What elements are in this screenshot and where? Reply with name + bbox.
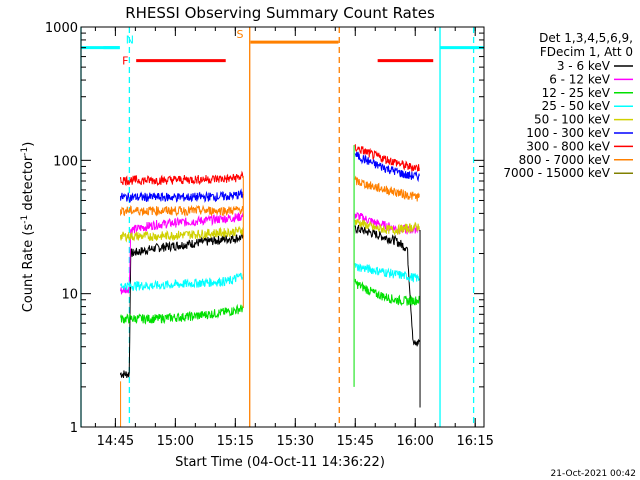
x-axis-ticks: 14:45 15:00 15:15 15:30 15:45 16:00 16:15	[94, 27, 494, 449]
series-line-6-0	[120, 170, 244, 187]
legend-label: 100 - 300 keV	[526, 126, 610, 140]
y-tick-label: 100	[53, 154, 78, 169]
series-line-6-1	[354, 144, 420, 172]
y-axis-ticks: 1 10 100 1000	[45, 21, 484, 436]
x-tick-label: 16:00	[396, 434, 433, 449]
series-line-7-1	[354, 175, 420, 202]
x-tick-label: 15:00	[157, 434, 194, 449]
legend-label: 50 - 100 keV	[534, 113, 611, 127]
x-tick-label: 16:15	[456, 434, 493, 449]
legend-label: 3 - 6 keV	[557, 59, 611, 73]
segment-label: S	[237, 28, 244, 41]
series-line-5-1	[354, 151, 420, 183]
y-tick-label: 10	[61, 288, 78, 303]
legend-label: 12 - 25 keV	[542, 86, 611, 100]
series-line-3-1	[354, 263, 420, 283]
segment-label: N	[126, 34, 134, 47]
x-tick-label: 15:45	[337, 434, 374, 449]
x-tick-label: 15:15	[217, 434, 254, 449]
legend: Det 1,3,4,5,6,9, FDecim 1, Att 0 3 - 6 k…	[503, 31, 633, 180]
series-line-7-0	[120, 204, 244, 218]
y-axis-label-mid: detector	[21, 155, 36, 215]
plot-frame	[80, 26, 485, 428]
chart-title: RHESSI Observing Summary Count Rates	[125, 4, 435, 22]
segment-label: F	[122, 55, 128, 68]
series-line-2-1	[354, 278, 420, 307]
legend-label: 300 - 800 keV	[526, 139, 610, 153]
series-line-0-0	[120, 232, 244, 379]
x-axis-label: Start Time (04-Oct-11 14:36:22)	[175, 455, 385, 470]
series-line-1-0	[120, 212, 244, 295]
y-tick-label: 1	[70, 421, 78, 436]
x-tick-label: 15:30	[277, 434, 314, 449]
timestamp: 21-Oct-2021 00:42	[551, 469, 636, 479]
series-line-5-0	[120, 188, 244, 203]
legend-label: 7000 - 15000 keV	[503, 166, 610, 180]
y-axis-label-sup2: -1	[20, 147, 30, 156]
legend-header-line-2: FDecim 1, Att 0	[540, 45, 633, 59]
series-line-4-1	[354, 218, 420, 236]
series-line-2-0	[120, 303, 244, 325]
series-line-4-0	[120, 225, 244, 243]
legend-label: 800 - 7000 keV	[519, 153, 611, 167]
y-tick-label: 1000	[45, 21, 78, 36]
observing-segments: NF S	[81, 28, 484, 68]
y-axis-label-main: Count Rate (s	[21, 224, 36, 313]
legend-header-line-1: Det 1,3,4,5,6,9,	[539, 31, 633, 45]
x-tick-label: 14:45	[97, 434, 134, 449]
y-axis-label-sup1: -1	[20, 215, 30, 224]
legend-label: 6 - 12 keV	[549, 72, 611, 86]
series-line-0-1	[354, 224, 420, 347]
y-axis-label-end: )	[21, 142, 36, 147]
series-lines	[120, 144, 421, 427]
legend-label: 25 - 50 keV	[542, 99, 611, 113]
y-axis-label: Count Rate (s-1 detector-1)	[20, 142, 36, 313]
series-line-3-0	[120, 272, 244, 292]
